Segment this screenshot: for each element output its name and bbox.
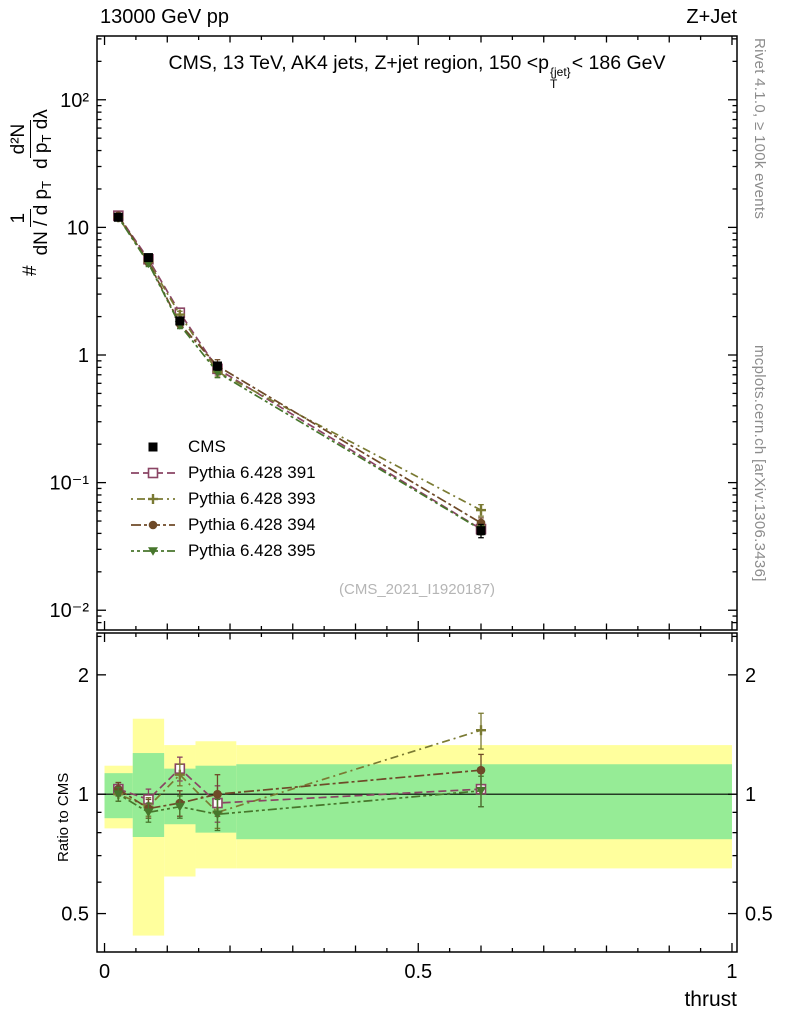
- x-tick-label: 0.5: [404, 961, 432, 983]
- axis-tick-labels: 0 0.5 1 10² 10 1 10⁻¹ 10⁻² 2 2 1 1 0.5 0.5: [50, 90, 773, 983]
- marker-square-filled: [148, 442, 158, 452]
- marker-plus-open: [148, 494, 158, 504]
- rivet-version-note: Rivet 4.1.0, ≥ 100k events: [751, 38, 768, 220]
- marker-plus-open: [174, 769, 185, 780]
- legend: CMS Pythia 6.428 391 Pythia 6.428 393 Pythi…: [130, 434, 316, 564]
- ratio-y-tick-label-left: 1: [78, 784, 89, 806]
- ylabel-frac2-denominator: d pT dλ: [31, 107, 55, 171]
- beam-energy-label: 13000 GeV pp: [100, 6, 229, 28]
- legend-marker-pythia-6-428-391-icon: [131, 467, 175, 479]
- marker-plus-open: [476, 725, 486, 736]
- analysis-id-watermark: (CMS_2021_I1920187): [339, 581, 495, 598]
- legend-marker-cms-icon: [148, 442, 158, 452]
- marker-square-filled: [113, 212, 123, 222]
- x-tick-label: 0: [99, 961, 110, 983]
- main-y-tick-label: 10²: [60, 90, 89, 112]
- marker-square-filled: [143, 253, 153, 263]
- x-axis-label: thrust: [684, 988, 737, 1011]
- legend-item-cms: CMS: [130, 434, 316, 460]
- main-panel-frame: [96, 35, 738, 631]
- ylabel-frac2-den-subscript: T: [38, 134, 54, 143]
- legend-marker-pythia-6-428-393-icon: [131, 494, 175, 504]
- marker-triangle-down-filled: [143, 808, 154, 818]
- marker-square-filled: [476, 526, 486, 536]
- marker-square-open: [147, 467, 159, 479]
- legend-label: Pythia 6.428 393: [188, 489, 316, 508]
- ratio-y-axis-label: Ratio to CMS: [55, 772, 72, 862]
- marker-square-filled: [175, 316, 185, 326]
- legend-marker-pythia-6-428-395-icon: [131, 547, 175, 556]
- ratio-y-tick-label-right: 0.5: [745, 904, 773, 926]
- marker-square-filled: [212, 361, 222, 371]
- ratio-panel-frame: [96, 632, 738, 953]
- plot-title-subscript: T: [550, 77, 558, 91]
- main-y-tick-label: 10⁻²: [50, 600, 90, 622]
- marker-triangle-down-filled: [174, 802, 185, 812]
- main-y-tick-label: 1: [78, 345, 89, 367]
- ylabel-fraction-2: d²N d pT dλ: [8, 107, 55, 171]
- marker-circle-filled: [148, 520, 158, 530]
- axis-ticks: [97, 36, 737, 952]
- plot-title-left: CMS, 13 TeV, AK4 jets, Z+jet region, 150…: [168, 52, 550, 74]
- band-green: [236, 764, 732, 840]
- ylabel-frac2-numerator: d²N: [8, 119, 31, 159]
- marker-triangle-down-filled: [113, 790, 124, 800]
- ylabel-prefix: #: [20, 265, 42, 276]
- ylabel-frac1-den-subscript: T: [38, 180, 54, 189]
- marker-triangle-down-filled: [476, 786, 486, 796]
- plot-title-superscript: {jet}: [550, 65, 571, 79]
- legend-label: Pythia 6.428 394: [188, 515, 316, 534]
- legend-marker-pythia-6-428-394-icon: [131, 520, 175, 530]
- marker-circle-filled: [213, 789, 222, 799]
- ratio-y-tick-label-right: 2: [745, 665, 756, 687]
- marker-circle-filled: [476, 765, 486, 775]
- plot-title: CMS, 13 TeV, AK4 jets, Z+jet region, 150…: [97, 52, 737, 90]
- ratio-y-tick-label-left: 2: [78, 665, 89, 687]
- ylabel-frac1-den-text: dN / d p: [30, 188, 52, 256]
- mcplots-attribution-note: mcplots.cern.ch [arXiv:1306.3436]: [751, 345, 768, 582]
- legend-label: Pythia 6.428 395: [188, 541, 316, 560]
- main-y-axis-label: # 1 dN / d pT d²N d pT dλ: [8, 107, 55, 276]
- main-y-tick-label: 10⁻¹: [50, 473, 90, 495]
- legend-item-pythia-6-428-395: Pythia 6.428 395: [130, 538, 316, 564]
- legend-label: Pythia 6.428 391: [188, 463, 316, 482]
- x-tick-label: 1: [726, 961, 737, 983]
- marker-triangle-down-filled: [212, 810, 223, 820]
- marker-triangle-down-filled: [148, 547, 158, 556]
- ylabel-frac1-numerator: 1: [8, 208, 31, 228]
- main-y-tick-label: 10: [67, 217, 89, 239]
- ylabel-fraction-1: 1 dN / d pT: [8, 179, 55, 258]
- marker-plus-open: [476, 505, 486, 516]
- uncertainty-bands: [104, 718, 732, 936]
- ylabel-frac1-denominator: dN / d pT: [31, 179, 55, 258]
- ratio-y-tick-label-left: 0.5: [61, 904, 89, 926]
- series-cms: [113, 212, 486, 539]
- process-label: Z+Jet: [686, 6, 737, 28]
- legend-label: CMS: [188, 437, 226, 456]
- plot-title-right: < 186 GeV: [571, 52, 666, 74]
- legend-item-pythia-6-428-391: Pythia 6.428 391: [130, 460, 316, 486]
- ylabel-frac2-den-text: d p: [30, 142, 52, 169]
- ylabel-frac2-den-text2: dλ: [30, 109, 52, 135]
- ratio-y-tick-label-right: 1: [745, 784, 756, 806]
- legend-item-pythia-6-428-393: Pythia 6.428 393: [130, 486, 316, 512]
- pt-sup-sub-stack: {jet} T: [550, 66, 571, 90]
- legend-item-pythia-6-428-394: Pythia 6.428 394: [130, 512, 316, 538]
